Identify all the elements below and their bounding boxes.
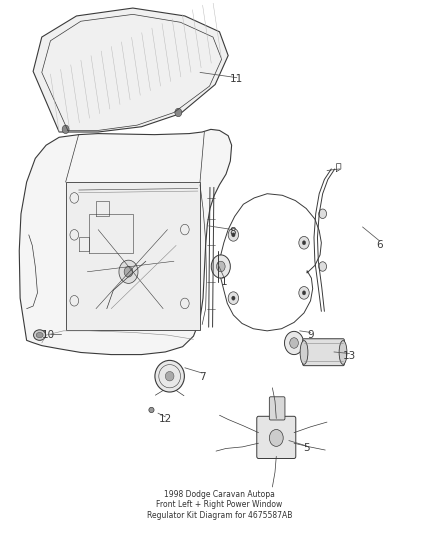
Text: 9: 9 — [307, 330, 313, 340]
Circle shape — [62, 125, 69, 134]
Circle shape — [289, 338, 298, 348]
Circle shape — [211, 255, 230, 278]
FancyBboxPatch shape — [302, 339, 343, 366]
Polygon shape — [19, 130, 231, 354]
FancyBboxPatch shape — [256, 416, 295, 458]
Circle shape — [228, 292, 238, 304]
Circle shape — [298, 287, 308, 299]
Circle shape — [216, 261, 225, 272]
Circle shape — [302, 291, 305, 295]
Polygon shape — [65, 182, 200, 330]
FancyBboxPatch shape — [269, 397, 284, 420]
Text: 1998 Dodge Caravan Autopa
Front Left + Right Power Window
Regulator Kit Diagram : 1998 Dodge Caravan Autopa Front Left + R… — [146, 490, 292, 520]
Circle shape — [231, 296, 235, 300]
Text: 1: 1 — [220, 277, 226, 287]
Circle shape — [231, 233, 235, 237]
Text: 12: 12 — [158, 415, 172, 424]
Circle shape — [269, 430, 283, 446]
Text: 13: 13 — [342, 351, 355, 361]
Text: 8: 8 — [229, 227, 235, 237]
Circle shape — [174, 108, 181, 117]
Polygon shape — [33, 8, 228, 132]
Circle shape — [284, 332, 303, 354]
Circle shape — [228, 229, 238, 241]
Ellipse shape — [148, 407, 154, 413]
Ellipse shape — [300, 341, 307, 365]
Text: 7: 7 — [198, 372, 205, 382]
Circle shape — [124, 266, 133, 277]
Circle shape — [318, 262, 326, 271]
Text: 5: 5 — [302, 443, 309, 454]
Circle shape — [318, 209, 326, 219]
Circle shape — [298, 237, 308, 249]
Circle shape — [302, 241, 305, 245]
Ellipse shape — [155, 360, 184, 392]
Text: 11: 11 — [230, 74, 243, 84]
Ellipse shape — [339, 341, 346, 365]
Text: 6: 6 — [376, 240, 382, 251]
Ellipse shape — [165, 372, 173, 381]
Circle shape — [119, 260, 138, 284]
Ellipse shape — [36, 333, 43, 338]
Ellipse shape — [33, 330, 46, 341]
Text: 10: 10 — [42, 330, 55, 340]
